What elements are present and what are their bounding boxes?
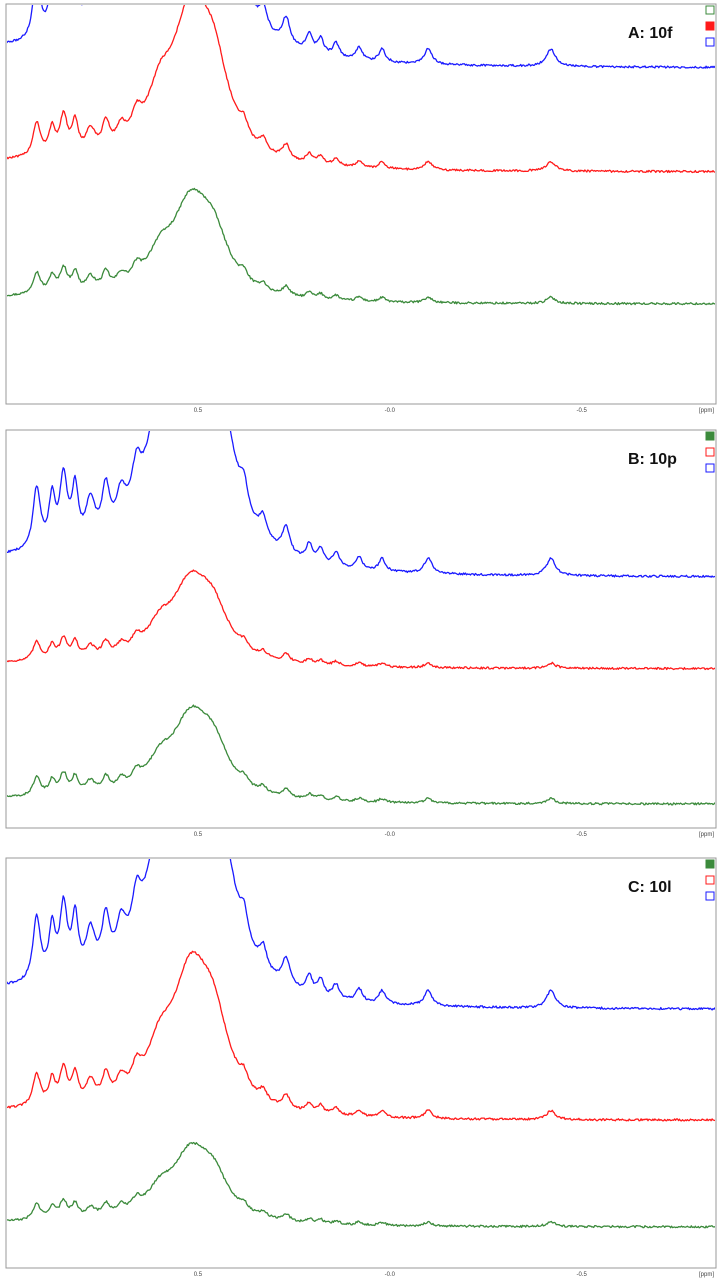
legend-swatch-1 <box>705 859 715 869</box>
spectrum-trace-1 <box>7 1141 715 1229</box>
spectrum-trace-2 <box>7 569 715 671</box>
x-tick-label: -0.0 <box>385 832 396 838</box>
x-tick-label: 0.5 <box>194 1272 203 1278</box>
x-tick-label: -0.5 <box>577 832 588 838</box>
legend-swatch-2 <box>705 21 715 31</box>
legend-swatch-1 <box>705 5 715 15</box>
spectrum-trace-3 <box>7 431 715 578</box>
spectrum-trace-1 <box>7 187 715 306</box>
x-unit-label: [ppm] <box>699 1272 714 1278</box>
legend-swatch-3 <box>705 891 715 901</box>
spectrum-trace-1 <box>7 704 715 806</box>
legend-swatch-2 <box>705 447 715 457</box>
legend-swatch-1 <box>705 431 715 441</box>
x-tick-label: 0.5 <box>194 832 203 838</box>
spectrum-trace-3 <box>7 5 715 69</box>
trace-group <box>7 431 715 806</box>
spectrum-trace-2 <box>7 5 715 174</box>
x-unit-label: [ppm] <box>699 832 714 838</box>
legend-swatch-2 <box>705 875 715 885</box>
trace-group <box>7 859 715 1229</box>
panel-title: C: 10l <box>628 879 672 896</box>
panel-title: B: 10p <box>628 451 677 468</box>
panel-title: A: 10f <box>628 25 673 42</box>
nmr-panel-2: B: 10p 0.5 -0.0 -0.5 [ppm] <box>5 429 717 838</box>
trace-group <box>7 5 715 306</box>
nmr-panel-3: C: 10l 0.5 -0.0 -0.5 [ppm] <box>5 857 717 1278</box>
x-tick-label: -0.0 <box>385 408 396 414</box>
legend-swatch-3 <box>705 463 715 473</box>
x-tick-label: -0.5 <box>577 408 588 414</box>
x-tick-label: -0.5 <box>577 1272 588 1278</box>
x-tick-label: 0.5 <box>194 408 203 414</box>
spectrum-trace-3 <box>7 859 715 1011</box>
plot-frame <box>5 857 717 1269</box>
x-tick-label: -0.0 <box>385 1272 396 1278</box>
plot-frame <box>5 429 717 829</box>
spectrum-trace-2 <box>7 950 715 1122</box>
x-unit-label: [ppm] <box>699 408 714 414</box>
legend-swatch-3 <box>705 37 715 47</box>
nmr-panel-1: A: 10f 0.5 -0.0 -0.5 [ppm] <box>5 3 717 414</box>
plot-frame <box>5 3 717 405</box>
